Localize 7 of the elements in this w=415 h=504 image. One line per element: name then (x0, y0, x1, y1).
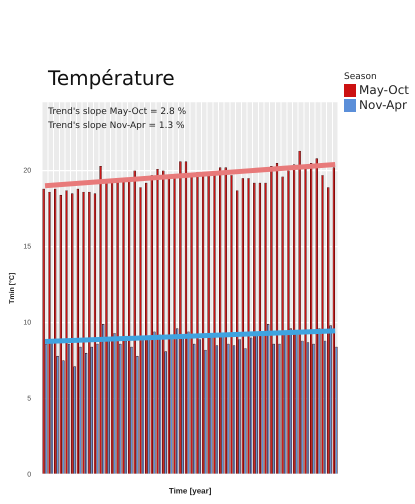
legend-title: Season (344, 72, 378, 82)
annotation: Trend's slope May-Oct = 2.8 % (47, 107, 187, 118)
legend-label: May-Oct (359, 83, 410, 98)
legend-label: Nov-Apr (359, 98, 407, 113)
x-axis-title: Time [year] (168, 486, 212, 496)
annotation: Trend's slope Nov-Apr = 1.3 % (47, 121, 186, 132)
chart-title: Température (48, 66, 175, 90)
